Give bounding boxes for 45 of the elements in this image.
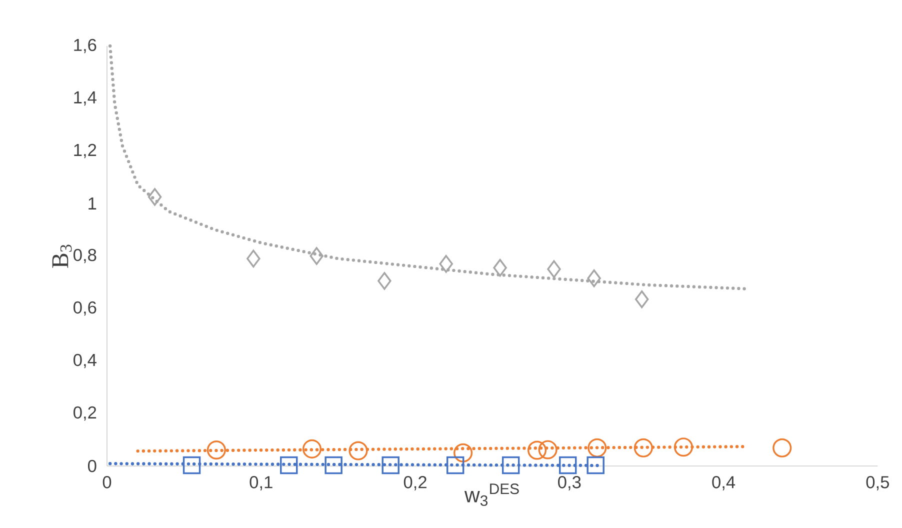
point [246,250,260,268]
y-tick-label: 0 [88,460,96,472]
point [378,272,392,290]
point [439,255,453,273]
y-axis-title: B$_{3}$ [52,244,72,268]
point [446,456,464,474]
y-tick-label: 1,6 [74,38,96,54]
point [527,440,547,460]
point [182,456,201,474]
point [558,456,577,474]
point [587,269,601,288]
point [324,456,342,474]
point [302,439,322,458]
point [382,456,400,474]
line-series [108,44,748,290]
point [538,440,558,460]
point [502,456,520,474]
point [634,438,653,458]
y-tick-label: 0,4 [74,354,96,368]
point [634,290,649,308]
point [148,188,162,206]
y-tick-label: 0,6 [74,301,96,316]
y-tick-label: 1 [88,198,96,210]
point [588,438,607,458]
point [674,438,693,457]
x-tick-label: 0,2 [404,476,426,490]
point [310,247,324,265]
x-tick-label: 0,4 [712,476,736,490]
point [348,441,368,460]
x-tick-label: 0,1 [250,476,272,490]
x-tick-label: 0,5 [866,476,889,490]
point [547,260,561,278]
x-axis-title: w$_{3}$DES [464,484,519,506]
point [772,438,792,458]
point [493,258,507,277]
point [280,456,298,474]
y-tick-label: 1,2 [74,144,96,158]
x-tick-label: 0,3 [558,476,581,490]
y-tick-label: 1,4 [74,91,96,106]
x-tick-label: 0 [102,476,112,488]
point [206,440,226,460]
point [454,443,473,462]
point [586,456,604,474]
y-tick-label: 0,2 [74,406,96,421]
y-tick-label: 0,8 [74,248,96,264]
